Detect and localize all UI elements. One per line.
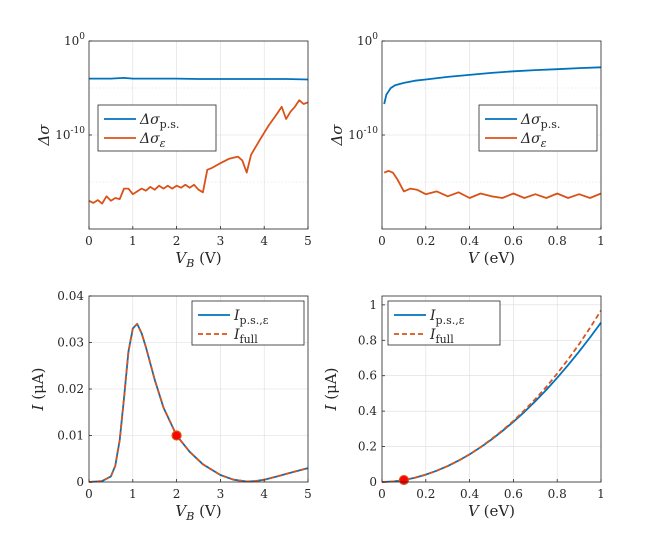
legend-box (478, 104, 598, 152)
legend-box (387, 300, 501, 346)
y-tick-label: 1 (369, 298, 377, 312)
x-tick-label: 3 (217, 234, 225, 248)
x-tick-label: 0 (85, 487, 93, 501)
legend-entry: Δσε (520, 131, 547, 150)
x-tick-label: 0.6 (504, 234, 523, 248)
y-tick-label: 100 (357, 32, 378, 48)
chart-panel-3: 0 1 2 3 4 5 0 0.01 0.02 0.03 0.04 VB (V) I (μA) Ip.s.… (29, 289, 312, 523)
legend-entry: Ifull (429, 327, 454, 346)
x-axis-label: VB (V) (175, 502, 221, 523)
x-tick-label: 0.8 (548, 234, 567, 248)
y-tick-label: 100 (64, 32, 85, 48)
x-tick-label: 0.4 (460, 234, 479, 248)
series-line-2 (381, 310, 602, 483)
x-tick-label: 5 (304, 234, 312, 248)
x-tick-label: 4 (260, 487, 268, 501)
legend-entry: Ip.s.,ε (429, 308, 465, 327)
y-axis-label: Δσ (35, 124, 53, 147)
x-tick-label: 3 (217, 487, 225, 501)
y-axis-label: I (μA) (29, 368, 47, 412)
chart-panel-4: 0 0.2 0.4 0.6 0.8 1 0 0.2 0.4 0.6 0.8 1 V (eV) I (μA)… (322, 295, 605, 520)
y-tick-label: 0.2 (358, 440, 377, 454)
x-tick-label: 1 (129, 487, 137, 501)
y-tick-label: 0.02 (57, 382, 84, 396)
y-tick-label: 10-10 (55, 126, 85, 142)
legend: Δσp.s.Δσε (478, 104, 598, 152)
x-tick-label: 5 (304, 487, 312, 501)
series-line-1 (88, 322, 309, 483)
x-tick-label: 0.8 (548, 487, 567, 501)
y-axis-label: Δσ (328, 124, 346, 147)
x-tick-label: 4 (260, 234, 268, 248)
y-tick-label: 0 (369, 475, 377, 489)
chart-panel-2: 0 0.2 0.4 0.6 0.8 1 100 10-10 V (eV) Δσ Δσp.s.Δσε (328, 32, 605, 267)
legend: Δσp.s.Δσε (97, 104, 217, 152)
x-tick-label: 1 (129, 234, 137, 248)
series-line-1 (381, 322, 602, 483)
legend-box (191, 300, 305, 346)
x-tick-label: 2 (173, 487, 181, 501)
x-tick-label: 0.2 (416, 234, 435, 248)
x-axis-label: V (eV) (468, 249, 515, 267)
series-line-1 (89, 77, 309, 81)
y-tick-label: 0.6 (358, 369, 377, 383)
x-tick-label: 0.4 (460, 487, 479, 501)
highlight-point (398, 474, 409, 486)
x-axis-label: VB (V) (175, 249, 221, 270)
x-tick-label: 0 (378, 234, 386, 248)
x-tick-label: 1 (597, 487, 605, 501)
y-tick-label: 0.04 (57, 289, 84, 303)
y-tick-label: 0.03 (57, 336, 84, 350)
highlight-point (171, 430, 182, 441)
x-tick-label: 0.2 (416, 487, 435, 501)
x-tick-label: 0 (378, 487, 386, 501)
legend-box (97, 104, 217, 152)
series-line-2 (88, 322, 309, 483)
y-tick-label: 0.4 (358, 404, 377, 418)
x-tick-label: 0 (85, 234, 93, 248)
y-tick-label: 10-10 (348, 126, 378, 142)
legend-entry: Δσp.s. (520, 112, 560, 131)
series-line-2 (383, 169, 602, 199)
legend-entry: Ip.s.,ε (233, 308, 269, 327)
y-tick-label: 0.8 (358, 333, 377, 347)
legend-entry: Δσp.s. (139, 112, 179, 131)
series-line-2 (88, 99, 309, 205)
y-axis-label: I (μA) (322, 368, 340, 412)
y-tick-label: 0 (76, 475, 84, 489)
x-tick-label: 1 (597, 234, 605, 248)
y-tick-label: 0.01 (57, 429, 84, 443)
legend-entry: Ifull (233, 327, 258, 346)
x-tick-label: 2 (173, 234, 181, 248)
axes-box (381, 295, 602, 483)
series-line-1 (383, 66, 602, 105)
chart-panel-1: 0 1 2 3 4 5 100 10-10 VB (V) Δσ Δσp.s.Δσε (35, 32, 312, 270)
x-axis-label: V (eV) (468, 502, 515, 520)
legend-entry: Δσε (139, 131, 166, 150)
x-tick-label: 0.6 (504, 487, 523, 501)
